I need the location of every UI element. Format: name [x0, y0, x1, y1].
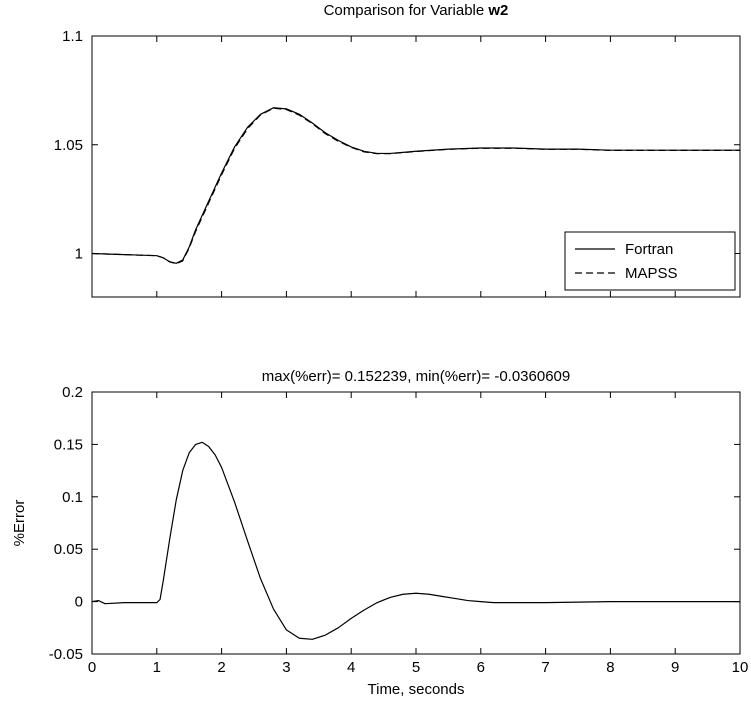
bottom-x-tick-label: 8	[606, 659, 614, 676]
bottom-series-group	[91, 441, 740, 640]
bottom-y-tick-label: 0.1	[62, 489, 83, 506]
bottom-y-tick-label: 0.15	[54, 436, 83, 453]
bottom-y-axis-label: %Error	[11, 500, 28, 547]
bottom-x-tick-label: 7	[541, 659, 549, 676]
bottom-y-tick-label: 0	[75, 594, 83, 611]
bottom-y-tick-label: 0.05	[54, 541, 83, 558]
bottom-x-axis-label: Time, seconds	[368, 681, 465, 698]
legend-box	[564, 231, 736, 291]
top-series-group	[91, 107, 740, 265]
top-chart-title: Comparison for Variable w2	[324, 2, 509, 19]
bottom-x-tick-label: 5	[412, 659, 420, 676]
top-ticks: 1 1.05 1.1	[54, 28, 741, 297]
bottom-series-line-0	[91, 441, 740, 640]
bottom-x-tick-label: 2	[217, 659, 225, 676]
bottom-chart-title: max(%err)= 0.152239, min(%err)= -0.03606…	[262, 368, 570, 385]
top-y-tick-label: 1.1	[62, 28, 83, 45]
bottom-x-tick-label: 0	[88, 659, 96, 676]
bottom-x-tick-label: 4	[347, 659, 355, 676]
bottom-x-tick-label: 10	[732, 659, 749, 676]
bottom-y-tick-label: 0.2	[62, 384, 83, 401]
top-y-tick-label: 1	[75, 246, 83, 263]
top-subplot: Comparison for Variable w2 1 1.05 1.1 Fort…	[54, 2, 741, 298]
top-y-tick-label: 1.05	[54, 137, 83, 154]
bottom-x-tick-label: 6	[477, 659, 485, 676]
bottom-x-tick-label: 1	[153, 659, 161, 676]
top-title-variable: w2	[487, 2, 508, 19]
top-legend: Fortran MAPSS	[564, 231, 736, 291]
top-title-prefix: Comparison for Variable	[324, 2, 489, 19]
top-series-line-mapss	[91, 107, 740, 265]
bottom-plot-frame	[91, 391, 741, 655]
bottom-x-tick-label: 3	[282, 659, 290, 676]
bottom-ticks: 0 1 2 3 4 5 6 7 8 9 10 -0.05 0 0.05 0.1 0.15 0.2	[49, 384, 749, 676]
legend-label-fortran: Fortran	[625, 241, 673, 258]
bottom-subplot: max(%err)= 0.152239, min(%err)= -0.03606…	[11, 368, 748, 698]
bottom-y-tick-label: -0.05	[49, 646, 83, 663]
legend-label-mapss: MAPSS	[625, 265, 678, 282]
bottom-x-tick-label: 9	[671, 659, 679, 676]
